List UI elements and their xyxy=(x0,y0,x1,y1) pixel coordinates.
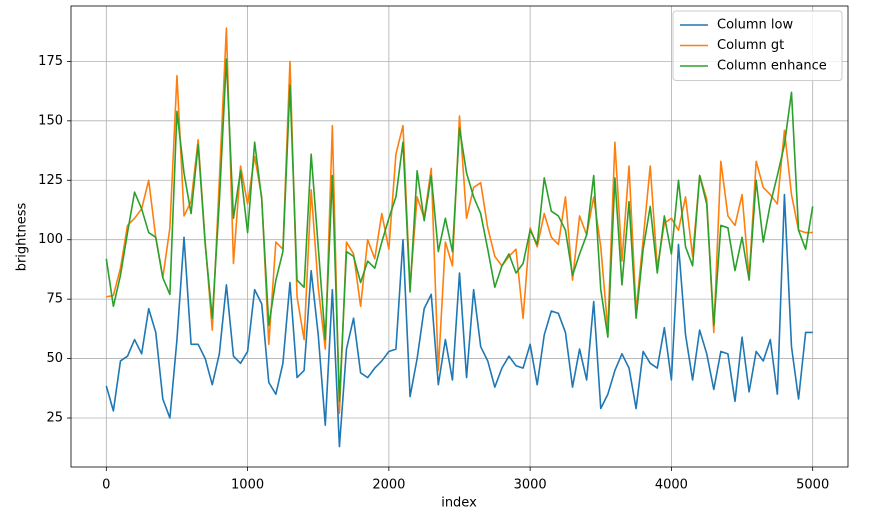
plot-frame xyxy=(70,5,849,468)
y-tick-label: 125 xyxy=(38,173,63,188)
y-tick-label: 75 xyxy=(46,292,63,307)
y-axis-label: brightness xyxy=(15,202,30,271)
x-axis-label: index xyxy=(441,496,477,511)
y-tick-label: 175 xyxy=(38,54,63,69)
x-tick-label: 0 xyxy=(102,478,110,493)
x-tick-label: 2000 xyxy=(372,478,405,493)
legend-box xyxy=(672,10,843,81)
x-tick-label: 5000 xyxy=(796,478,829,493)
y-tick-label: 25 xyxy=(46,411,63,426)
series-line xyxy=(105,58,814,403)
y-tick-label: 50 xyxy=(46,351,63,366)
x-tick-label: 3000 xyxy=(514,478,547,493)
legend: Column low Column gt Column enhance xyxy=(672,10,843,81)
legend-label: Column gt xyxy=(717,38,784,53)
legend-label: Column low xyxy=(717,18,793,33)
y-tick-label: 150 xyxy=(38,113,63,128)
y-tick-label: 100 xyxy=(38,232,63,247)
x-tick-label: 1000 xyxy=(231,478,264,493)
x-tick-label: 4000 xyxy=(655,478,688,493)
legend-label: Column enhance xyxy=(717,59,827,74)
series-line xyxy=(105,193,813,448)
